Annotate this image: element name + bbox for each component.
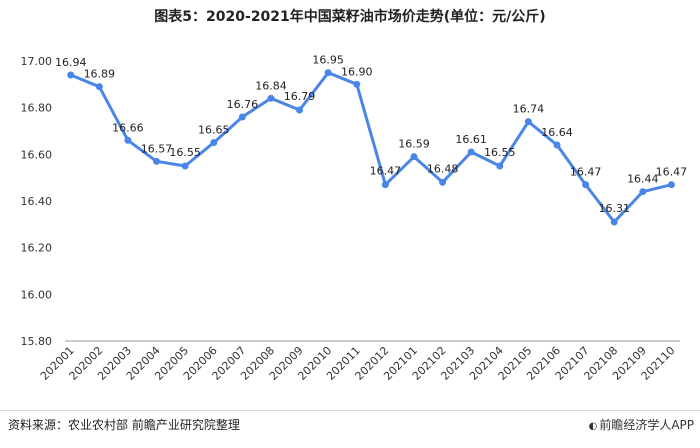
series-rapeseed-oil-price: [69, 71, 673, 224]
data-label: 16.55: [169, 146, 201, 159]
credit-text: 前瞻经济学人APP: [599, 418, 694, 432]
footer-divider: [0, 410, 700, 411]
data-label: 16.90: [341, 65, 373, 78]
y-tick-label: 16.40: [21, 195, 53, 208]
data-point: [181, 162, 189, 170]
data-point: [410, 153, 418, 161]
data-label: 16.47: [370, 165, 402, 178]
y-tick-label: 16.60: [21, 148, 53, 161]
x-axis: 2020012020022020032020042020052020062020…: [38, 340, 680, 383]
data-label: 16.79: [284, 90, 316, 103]
y-tick-label: 16.80: [21, 102, 53, 115]
data-label: 16.44: [627, 173, 659, 186]
chart-title: 图表5：2020-2021年中国菜籽油市场价走势(单位：元/公斤): [154, 9, 546, 25]
data-label: 16.76: [227, 98, 259, 111]
data-point: [639, 188, 647, 196]
data-point: [124, 136, 132, 144]
data-points: [67, 69, 675, 226]
source-note: 资料来源：农业农村部 前瞻产业研究院整理: [8, 418, 240, 432]
series-line: [69, 71, 673, 224]
data-label: 16.94: [55, 56, 87, 69]
data-label: 16.84: [255, 79, 287, 92]
data-point: [381, 181, 389, 189]
data-label: 16.95: [312, 54, 344, 67]
data-label: 16.89: [84, 68, 116, 81]
leaf-logo-icon: ◐: [588, 421, 598, 432]
y-axis: 15.80 16.00 16.20 16.40 16.60 16.80 17.00: [21, 55, 53, 348]
data-label: 16.31: [598, 202, 630, 215]
data-label: 16.66: [112, 121, 144, 134]
data-label: 16.55: [484, 146, 516, 159]
y-tick-label: 16.00: [21, 288, 53, 301]
data-label: 16.74: [513, 103, 545, 116]
data-point: [439, 178, 447, 186]
data-point: [467, 148, 475, 156]
data-point: [353, 80, 361, 88]
data-point: [95, 83, 103, 91]
credit: ◐ 前瞻经济学人APP: [589, 416, 694, 433]
data-labels: 16.9416.8916.6616.5716.5516.6516.7616.84…: [55, 54, 687, 215]
data-label: 16.57: [141, 142, 173, 155]
data-point: [496, 162, 504, 170]
data-point: [238, 113, 246, 121]
data-label: 16.47: [570, 166, 602, 179]
data-point: [67, 71, 75, 79]
data-point: [667, 181, 675, 189]
line-chart: 15.80 16.00 16.20 16.40 16.60 16.80 17.00 2020…: [21, 54, 688, 383]
y-tick-label: 16.20: [21, 242, 53, 255]
y-tick-label: 17.00: [21, 55, 53, 68]
data-label: 16.64: [541, 126, 573, 139]
data-point: [210, 139, 218, 147]
data-point: [324, 69, 332, 77]
data-point: [267, 94, 275, 102]
data-point: [553, 141, 561, 149]
data-point: [153, 157, 161, 165]
data-point: [610, 218, 618, 226]
data-point: [296, 106, 304, 114]
data-point: [524, 118, 532, 126]
data-label: 16.48: [427, 162, 459, 175]
data-label: 16.59: [398, 138, 430, 151]
y-tick-label: 15.80: [21, 335, 53, 348]
data-label: 16.61: [455, 133, 487, 146]
data-label: 16.47: [656, 166, 688, 179]
data-label: 16.65: [198, 124, 230, 137]
data-point: [582, 181, 590, 189]
